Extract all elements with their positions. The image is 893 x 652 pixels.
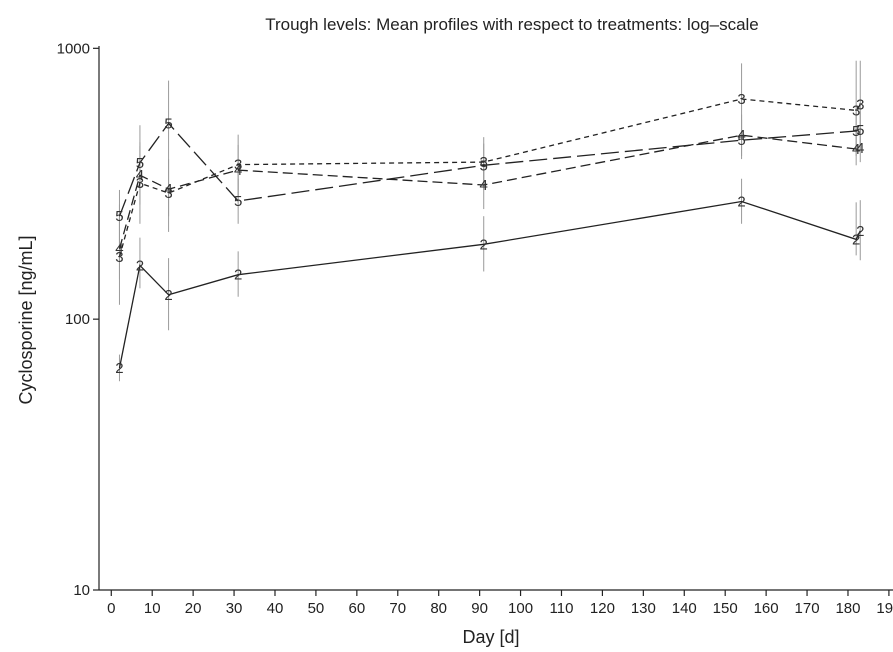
data-point-marker: 3 [737, 91, 745, 108]
data-point-marker: 2 [136, 257, 144, 274]
data-point-marker: 3 [852, 102, 860, 119]
y-tick-label: 1000 [57, 40, 90, 57]
series-line-2 [118, 200, 861, 369]
error-bars [118, 60, 861, 382]
x-axis-title: Day [d] [462, 627, 519, 647]
data-point-marker: 2 [852, 231, 860, 248]
data-point-marker: 4 [737, 127, 745, 144]
data-point-marker: 4 [115, 241, 123, 258]
data-point-marker: 2 [234, 267, 242, 284]
data-point-marker: 3 [115, 249, 123, 266]
data-point-marker: 4 [856, 140, 864, 157]
chart-title: Trough levels: Mean profiles with respec… [265, 15, 759, 34]
data-point-marker: 5 [737, 132, 745, 149]
x-tick-label: 130 [631, 600, 656, 617]
x-tick-label: 120 [590, 600, 615, 617]
series-line-5 [118, 122, 861, 217]
x-tick-label: 160 [754, 600, 779, 617]
x-tick-label: 140 [672, 600, 697, 617]
series-line-4 [118, 134, 861, 249]
x-tick-label: 0 [107, 600, 115, 617]
data-point-marker: 5 [115, 208, 123, 225]
x-tick-label: 70 [389, 600, 406, 617]
x-tick-label: 20 [185, 600, 202, 617]
data-point-marker: 4 [136, 167, 144, 184]
y-axis-title: Cyclosporine [ng/mL] [16, 235, 36, 404]
data-point-marker: 3 [136, 175, 144, 192]
x-tick-label: 180 [835, 600, 860, 617]
x-tick-label: 100 [508, 600, 533, 617]
data-point-marker: 3 [234, 157, 242, 174]
series-line-3 [118, 98, 861, 257]
y-axis-ticks: 10 100 1000 [57, 40, 99, 599]
data-point-marker: 3 [480, 154, 488, 171]
data-point-marker: 5 [136, 155, 144, 172]
x-tick-label: 50 [308, 600, 325, 617]
data-point-marker: 2 [856, 223, 864, 240]
data-point-marker: 4 [234, 162, 242, 179]
data-point-marker: 4 [480, 177, 488, 194]
x-tick-label: 150 [713, 600, 738, 617]
data-point-marker: 3 [164, 185, 172, 202]
data-point-marker: 5 [856, 122, 864, 139]
data-point-marker: 5 [852, 123, 860, 140]
x-tick-label: 80 [430, 600, 447, 617]
data-point-marker: 3 [856, 97, 864, 114]
data-point-marker: 2 [115, 360, 123, 377]
x-tick-label: 10 [144, 600, 161, 617]
x-axis-ticks: 0 10 20 30 40 50 60 70 80 90 100 110 120 130 140 150 160… [107, 590, 893, 617]
data-point-marker: 2 [480, 236, 488, 253]
data-point-marker: 4 [852, 141, 860, 158]
series-lines [118, 98, 861, 369]
y-tick-label: 100 [65, 311, 90, 328]
data-point-marker: 5 [234, 193, 242, 210]
data-point-marker: 4 [164, 181, 172, 198]
x-tick-label: 90 [471, 600, 488, 617]
x-tick-label: 30 [226, 600, 243, 617]
x-tick-label: 170 [795, 600, 820, 617]
y-tick-label: 10 [73, 582, 90, 599]
data-point-marker: 2 [164, 287, 172, 304]
data-point-marker: 5 [480, 157, 488, 174]
x-tick-label: 60 [349, 600, 366, 617]
x-tick-label: 40 [267, 600, 284, 617]
x-tick-label: 110 [550, 600, 574, 617]
data-point-marker: 5 [164, 115, 172, 132]
data-point-marker: 2 [737, 193, 745, 210]
x-tick-label: 190 [876, 600, 893, 617]
